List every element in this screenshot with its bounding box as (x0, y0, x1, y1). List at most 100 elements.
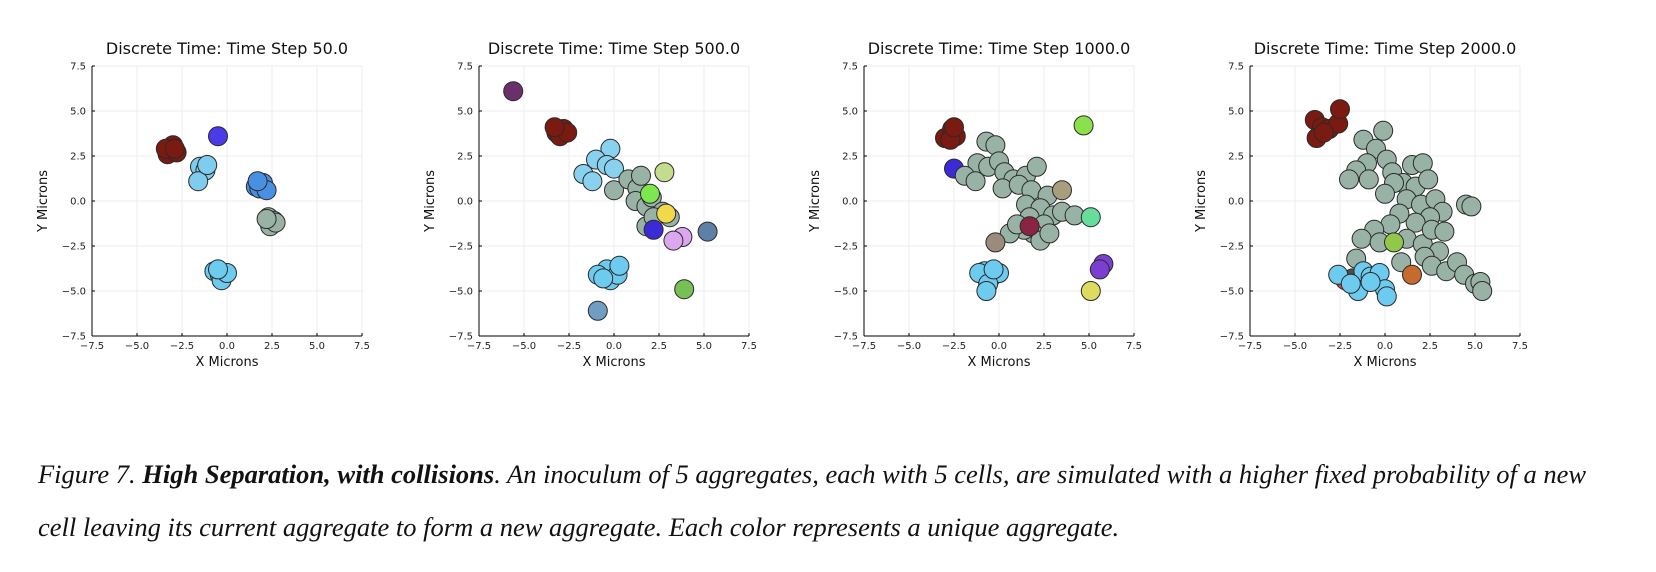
data-point (992, 178, 1013, 199)
data-point (1351, 228, 1372, 249)
y-tick-label: 7.5 (457, 62, 473, 73)
x-tick-label: −2.5 (1328, 341, 1352, 352)
data-point (1434, 221, 1455, 242)
x-tick-label: 0.0 (219, 341, 235, 352)
data-point (697, 221, 718, 242)
data-point (1340, 273, 1361, 294)
x-tick-label: −2.5 (557, 341, 581, 352)
figure-caption: Figure 7. High Separation, with collisio… (38, 448, 1628, 554)
y-tick-label: 5.0 (842, 107, 858, 118)
data-point (1373, 120, 1394, 141)
y-tick-label: 0.0 (70, 197, 86, 208)
chart-title: Discrete Time: Time Step 1000.0 (868, 39, 1131, 58)
y-axis-label: Y Microns (423, 170, 438, 233)
data-point (1080, 281, 1101, 301)
data-point (593, 268, 614, 289)
chart-title: Discrete Time: Time Step 500.0 (488, 39, 740, 58)
data-point (985, 232, 1006, 253)
y-tick-label: −7.5 (834, 332, 858, 343)
y-tick-label: −5.0 (62, 287, 86, 298)
x-tick-label: −2.5 (942, 341, 966, 352)
data-point (663, 230, 684, 251)
y-tick-label: 5.0 (1228, 107, 1244, 118)
data-point (1418, 169, 1439, 190)
data-point (1313, 122, 1334, 143)
data-point (604, 180, 624, 201)
data-point (643, 219, 664, 240)
y-tick-label: 0.0 (842, 197, 858, 208)
y-tick-label: 5.0 (70, 107, 86, 118)
data-point (582, 171, 603, 192)
scatter-panel-1: −7.5−7.5 −5.0 −5.0 −2.5 −2.5 0.0 0.0 2.5 2.5 5.0 5… (36, 39, 370, 370)
y-tick-label: 7.5 (70, 62, 86, 73)
x-axis-label: X Microns (582, 355, 645, 370)
data-point (1402, 264, 1422, 285)
data-point (1080, 207, 1101, 228)
x-tick-label: 5.0 (309, 341, 325, 352)
x-tick-label: −7.5 (852, 341, 876, 352)
x-tick-label: −2.5 (170, 341, 194, 352)
y-tick-label: −5.0 (449, 287, 473, 298)
y-axis-label: Y Microns (808, 170, 823, 233)
x-tick-label: 0.0 (991, 341, 1007, 352)
data-point (631, 165, 651, 186)
data-point (188, 171, 209, 192)
x-axis-label: X Microns (1353, 355, 1416, 370)
data-point (1089, 259, 1110, 280)
y-tick-label: −2.5 (834, 242, 858, 253)
x-tick-label: −5.0 (897, 341, 921, 352)
y-tick-label: 2.5 (842, 152, 858, 163)
y-tick-label: −2.5 (449, 242, 473, 253)
x-tick-label: −5.0 (1283, 341, 1307, 352)
chart-title: Discrete Time: Time Step 50.0 (106, 39, 348, 58)
chart-title: Discrete Time: Time Step 2000.0 (1254, 39, 1517, 58)
y-tick-label: −2.5 (1220, 242, 1244, 253)
data-point (1375, 183, 1395, 204)
y-tick-label: 7.5 (842, 62, 858, 73)
data-point (1384, 232, 1404, 253)
data-point (1330, 99, 1350, 120)
data-point (247, 171, 268, 192)
x-tick-label: 2.5 (1036, 341, 1052, 352)
y-tick-label: 2.5 (457, 152, 473, 163)
caption-rest: . An inoculum of 5 aggregates, each with… (38, 459, 1587, 542)
y-tick-label: 5.0 (457, 107, 473, 118)
y-tick-label: 7.5 (1228, 62, 1244, 73)
data-point (208, 259, 228, 280)
scatter-panel-4: −7.5−7.5 −5.0 −5.0 −2.5 −2.5 0.0 0.0 2.5 2.5 5.0 5… (1194, 39, 1528, 370)
data-point (1358, 169, 1379, 190)
data-point (1339, 169, 1359, 190)
y-tick-label: −7.5 (449, 332, 473, 343)
y-tick-label: 2.5 (70, 152, 86, 163)
y-tick-label: −5.0 (834, 287, 858, 298)
x-tick-label: 7.5 (354, 341, 370, 352)
y-tick-label: −5.0 (1220, 287, 1244, 298)
data-point (1039, 223, 1060, 244)
data-point (1360, 272, 1381, 292)
y-tick-label: −2.5 (62, 242, 86, 253)
x-tick-label: 2.5 (651, 341, 667, 352)
x-tick-label: 5.0 (696, 341, 712, 352)
x-tick-label: 2.5 (1422, 341, 1438, 352)
data-point (256, 209, 277, 229)
figure-row: −7.5 −7.5 −5.0 −5.0 −2.5 −2.5 0.0 0.0 2.5 2.5 5.0 5… (36, 39, 1528, 370)
scatter-panel-3: −7.5−7.5 −5.0 −5.0 −2.5 −2.5 0.0 0.0 2.5 2.5 5.0 5… (808, 39, 1142, 370)
data-point (164, 138, 185, 159)
data-point (1461, 196, 1482, 217)
x-tick-label: 7.5 (1512, 341, 1528, 352)
x-tick-label: −7.5 (80, 341, 104, 352)
data-point (1073, 115, 1094, 136)
x-tick-label: 5.0 (1467, 341, 1483, 352)
y-tick-label: −7.5 (1220, 332, 1244, 343)
x-tick-label: 0.0 (1377, 341, 1393, 352)
data-point (944, 117, 964, 138)
x-tick-label: −5.0 (512, 341, 536, 352)
x-tick-label: 7.5 (1126, 341, 1142, 352)
data-point (640, 183, 660, 204)
x-tick-label: −7.5 (467, 341, 491, 352)
data-point (976, 281, 997, 301)
data-point (197, 155, 218, 175)
caption-bold: High Separation, with collisions (142, 459, 495, 489)
y-tick-label: −7.5 (62, 332, 86, 343)
data-point (654, 162, 675, 183)
